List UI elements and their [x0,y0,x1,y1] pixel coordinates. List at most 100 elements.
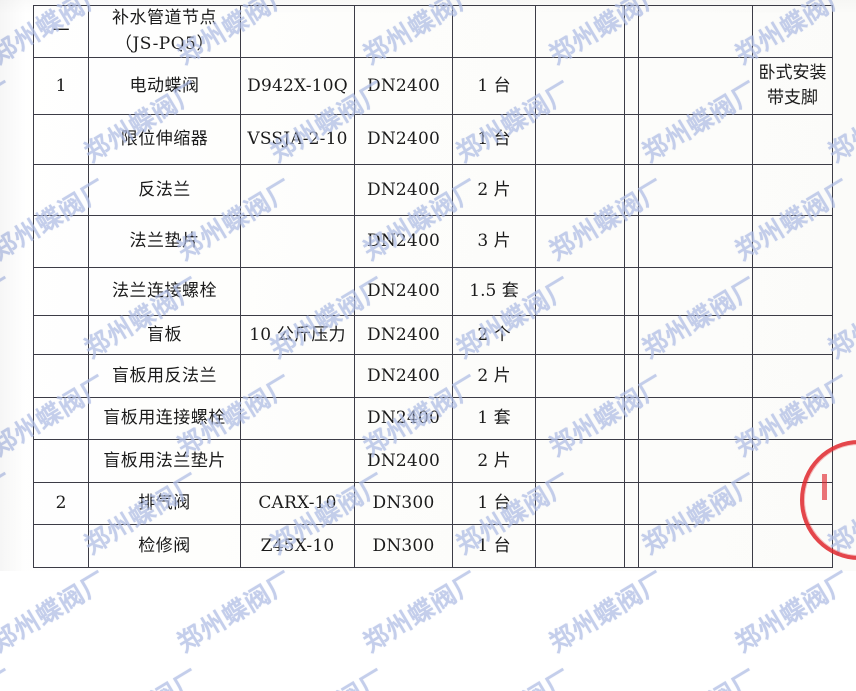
cell-blank2 [624,439,639,483]
cell-seq: 1 [33,57,89,115]
table-row: 盲板用法兰垫片 DN2400 2 片 [33,439,833,483]
cell-name: 反法兰 [88,164,241,216]
cell-seq: 2 [33,482,89,525]
cell-qty [452,5,536,58]
cell-name: 补水管道节点 （JS-PQ5） [88,5,241,58]
cell-blank1 [535,57,625,115]
cell-name: 盲板用连接螺栓 [88,397,241,440]
cell-seq [33,524,89,568]
cell-seq [33,215,89,268]
cell-blank2 [624,354,639,398]
table-row: 一 补水管道节点 （JS-PQ5） [33,5,833,58]
cell-model [240,439,355,483]
table-row: 法兰垫片 DN2400 3 片 [33,215,833,268]
cell-note [752,397,833,440]
table-row: 法兰连接螺栓 DN2400 1.5 套 [33,267,833,316]
cell-model [240,397,355,440]
cell-note [752,482,833,525]
cell-spec: DN2400 [354,439,453,483]
table-row: 盲板 10 公斤压力 DN2400 2 个 [33,315,833,355]
cell-blank1 [535,354,625,398]
table-row: 限位伸缩器 VSSJA-2-10 DN2400 1 台 [33,114,833,165]
cell-name: 限位伸缩器 [88,114,241,165]
table-container: 一 补水管道节点 （JS-PQ5） 1 电动蝶阀 D94 [33,5,833,568]
cell-note [752,267,833,316]
cell-blank1 [535,5,625,58]
cell-blank3 [638,164,753,216]
cell-spec: DN2400 [354,215,453,268]
cell-blank3 [638,482,753,525]
cell-blank2 [624,114,639,165]
cell-note: 卧式安装 带支脚 [752,57,833,115]
cell-blank3 [638,354,753,398]
cell-spec: DN2400 [354,164,453,216]
cell-note [752,5,833,58]
cell-blank3 [638,315,753,355]
cell-note [752,164,833,216]
cell-qty: 2 片 [452,354,536,398]
cell-spec: DN2400 [354,114,453,165]
cell-qty: 2 片 [452,439,536,483]
cell-blank1 [535,114,625,165]
cell-note-line1: 卧式安装 [758,62,827,83]
cell-note [752,215,833,268]
cell-blank2 [624,215,639,268]
cell-blank1 [535,215,625,268]
cell-blank1 [535,439,625,483]
cell-blank1 [535,482,625,525]
cell-seq [33,315,89,355]
watermark-text: 郑州蝶阀厂 [449,660,579,691]
cell-blank3 [638,215,753,268]
cell-name: 盲板 [88,315,241,355]
cell-blank3 [638,439,753,483]
cell-blank1 [535,524,625,568]
watermark-text: 郑州蝶阀厂 [730,565,856,658]
cell-name: 法兰连接螺栓 [88,267,241,316]
cell-note [752,524,833,568]
cell-qty: 2 片 [452,164,536,216]
watermark-text: 郑州蝶阀厂 [358,565,485,658]
cell-blank1 [535,164,625,216]
cell-blank1 [535,397,625,440]
watermark-text: 郑州蝶阀厂 [263,660,393,691]
cell-spec: DN300 [354,482,453,525]
cell-blank3 [638,5,753,58]
cell-name: 盲板用反法兰 [88,354,241,398]
cell-qty: 3 片 [452,215,536,268]
cell-blank2 [624,524,639,568]
cell-blank2 [624,5,639,58]
cell-name: 检修阀 [88,524,241,568]
watermark-text: 郑州蝶阀厂 [0,565,113,658]
cell-model: D942X-10Q [240,57,355,115]
cell-qty: 1 台 [452,114,536,165]
cell-blank2 [624,57,639,115]
cell-spec: DN300 [354,524,453,568]
cell-qty: 2 个 [452,315,536,355]
cell-model [240,215,355,268]
cell-blank2 [624,482,639,525]
cell-blank1 [535,267,625,316]
cell-model: 10 公斤压力 [240,315,355,355]
cell-spec: DN2400 [354,57,453,115]
cell-name: 盲板用法兰垫片 [88,439,241,483]
cell-blank3 [638,114,753,165]
cell-blank3 [638,397,753,440]
watermark-text: 郑州蝶阀厂 [172,565,299,658]
cell-note [752,114,833,165]
cell-name: 排气阀 [88,482,241,525]
watermark-text: 郑州蝶阀厂 [77,660,207,691]
cell-spec: DN2400 [354,315,453,355]
cell-qty: 1.5 套 [452,267,536,316]
cell-blank3 [638,57,753,115]
cell-blank1 [535,315,625,355]
cell-spec: DN2400 [354,267,453,316]
table-row: 1 电动蝶阀 D942X-10Q DN2400 1 台 卧式安装 带支脚 [33,57,833,115]
cell-blank3 [638,267,753,316]
cell-qty: 1 台 [452,57,536,115]
cell-model: CARX-10 [240,482,355,525]
equipment-table: 一 补水管道节点 （JS-PQ5） 1 电动蝶阀 D94 [33,5,833,568]
watermark-text: 郑州蝶阀厂 [544,565,671,658]
cell-note [752,354,833,398]
cell-qty: 1 台 [452,482,536,525]
